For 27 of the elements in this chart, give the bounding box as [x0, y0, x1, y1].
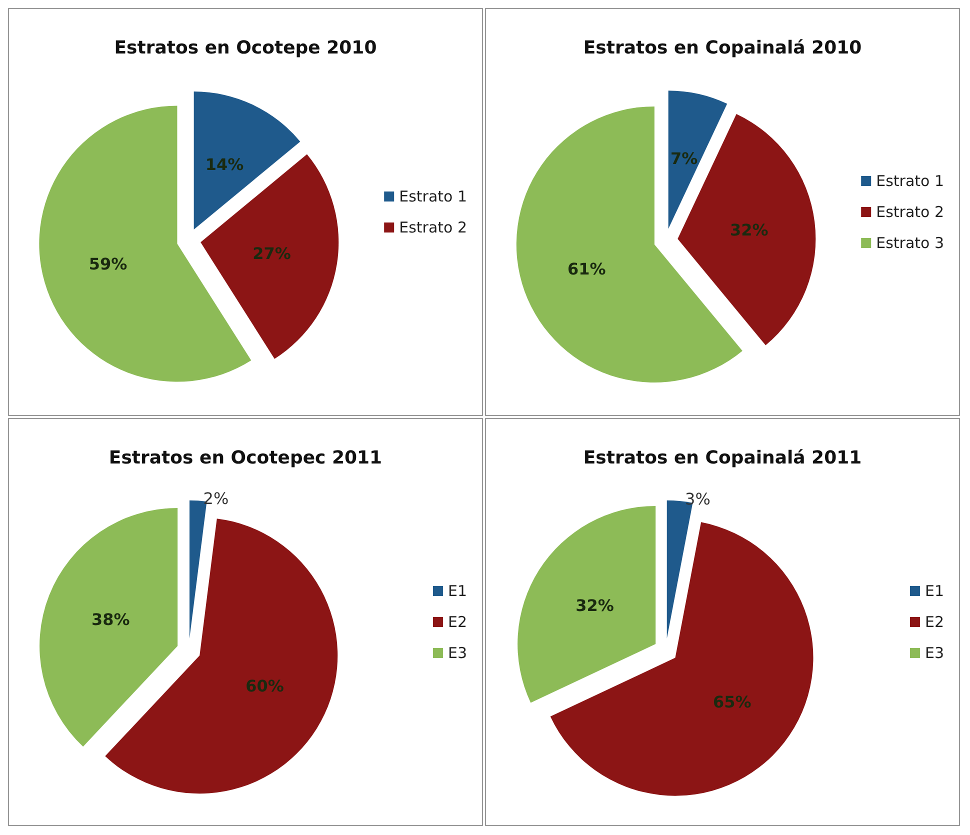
data-label: 2% [203, 489, 229, 508]
data-label: 27% [252, 244, 291, 264]
chart-title: Estratos en Copainalá 2010 [583, 38, 862, 58]
data-label: 65% [712, 692, 752, 712]
legend-label: E1 [448, 582, 468, 600]
chart-title: Estratos en Copainalá 2011 [583, 448, 862, 468]
legend-label: Estrato 2 [399, 218, 468, 236]
data-label: 32% [730, 220, 768, 240]
data-label: 61% [568, 259, 606, 278]
legend-label: E3 [448, 644, 468, 662]
legend-label: Estrato 2 [876, 203, 944, 221]
data-label: 59% [88, 254, 128, 274]
legend-label: E2 [448, 613, 468, 631]
data-label: 60% [246, 676, 284, 696]
chart-title: Estratos en Ocotepec 2011 [108, 448, 382, 468]
data-label: 3% [685, 490, 710, 509]
legend-label: Estrato 1 [876, 172, 944, 190]
data-label: 32% [576, 596, 614, 615]
data-label: 7% [670, 148, 698, 168]
legend-label: Estrato 1 [399, 188, 468, 206]
data-label: 38% [91, 610, 130, 629]
legend-label: E1 [924, 582, 944, 600]
chart-title: Estratos en Ocotepe 2010 [114, 38, 377, 58]
legend-label: E3 [924, 644, 944, 662]
legend-label: E2 [924, 613, 944, 631]
data-label: 14% [205, 154, 244, 174]
legend-label: Estrato 3 [876, 234, 944, 252]
